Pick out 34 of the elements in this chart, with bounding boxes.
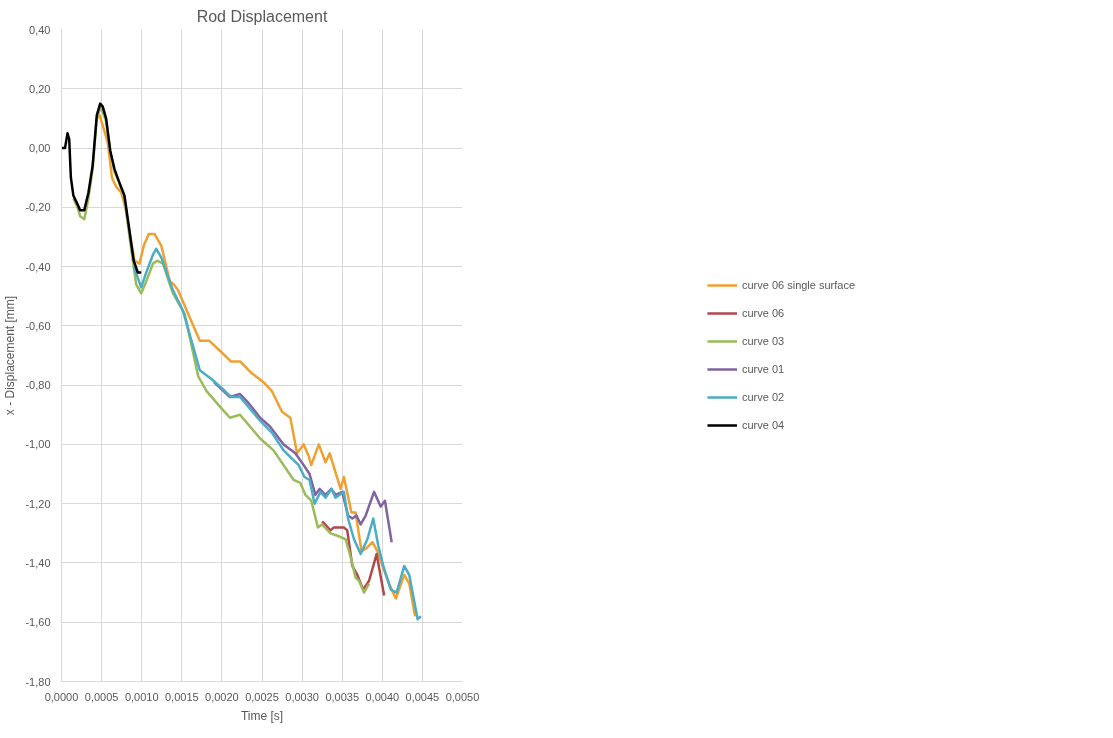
x-tick-label: 0,0020 — [205, 690, 239, 703]
x-tick-label: 0,0025 — [245, 690, 279, 703]
y-tick-label: -1,00 — [25, 438, 51, 451]
y-tick-label: 0,20 — [29, 82, 51, 95]
y-tick-label: -1,60 — [25, 616, 51, 629]
y-tick-label: -1,20 — [25, 497, 51, 510]
y-tick-label: -0,20 — [25, 201, 51, 214]
x-tick-label: 0,0040 — [365, 690, 400, 703]
y-tick-label: -0,60 — [25, 319, 51, 332]
line-series — [132, 247, 423, 621]
x-tick-label: 0,0010 — [124, 690, 159, 703]
line-series — [61, 102, 143, 274]
x-tick-label: 0,0030 — [285, 690, 319, 703]
legend-label: curve 06 single surface — [741, 279, 856, 291]
x-tick-label: 0,0000 — [44, 690, 79, 703]
y-tick-label: -0,80 — [25, 379, 51, 392]
x-tick-label: 0,0045 — [405, 690, 440, 703]
y-tick-label: -0,40 — [25, 260, 51, 273]
legend-label: curve 02 — [741, 391, 785, 403]
y-axis-title: x - Displacement [mm] — [3, 295, 18, 416]
legend-label: curve 06 — [741, 307, 785, 319]
x-tick-label: 0,0035 — [325, 690, 360, 703]
legend-label: curve 01 — [741, 363, 785, 375]
y-tick-label: -1,80 — [25, 675, 51, 688]
x-tick-label: 0,0005 — [84, 690, 119, 703]
chart-title: Rod Displacement — [196, 7, 328, 25]
x-tick-label: 0,0050 — [445, 690, 480, 703]
legend-label: curve 03 — [741, 335, 785, 347]
y-tick-label: -1,40 — [25, 556, 51, 569]
legend-label: curve 04 — [741, 419, 785, 431]
x-axis-title: Time [s] — [240, 708, 284, 723]
y-tick-label: 0,00 — [29, 142, 51, 155]
x-tick-label: 0,0015 — [164, 690, 199, 703]
y-tick-label: 0,40 — [29, 23, 51, 36]
